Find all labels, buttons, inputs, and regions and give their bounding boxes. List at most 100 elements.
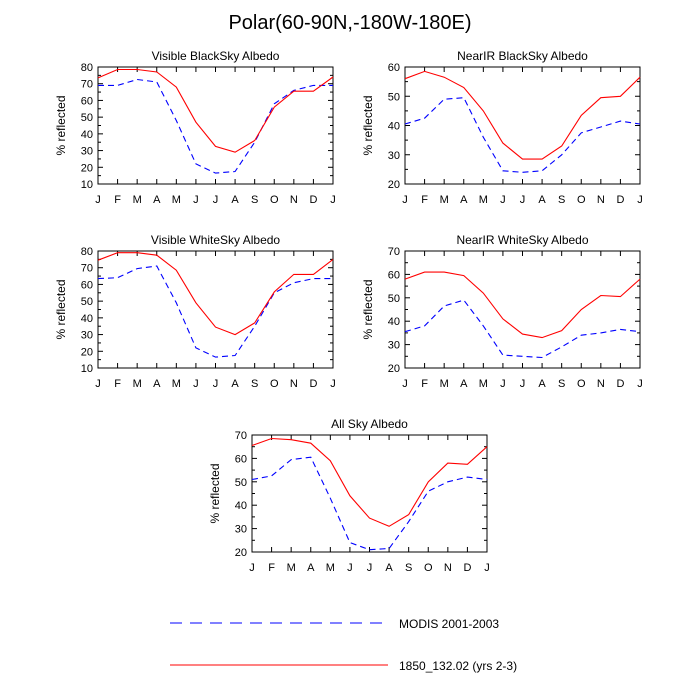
- x-tick-label: O: [424, 562, 433, 574]
- x-tick-label: D: [616, 378, 624, 390]
- x-tick-label: M: [287, 562, 296, 574]
- legend-label: 1850_132.02 (yrs 2-3): [399, 659, 517, 673]
- y-tick-label: 20: [235, 547, 247, 559]
- legend-label: MODIS 2001-2003: [399, 617, 499, 631]
- x-tick-label: J: [500, 378, 506, 390]
- series-line-model: [97, 252, 334, 336]
- x-tick-label: A: [460, 378, 468, 390]
- x-tick-label: F: [114, 194, 121, 206]
- panel-title: NearIR BlackSky Albedo: [457, 49, 588, 63]
- x-tick-label: J: [367, 562, 373, 574]
- y-tick-label: 40: [388, 316, 400, 328]
- x-tick-label: A: [231, 194, 239, 206]
- x-tick-label: N: [290, 378, 298, 390]
- y-tick-label: 60: [388, 269, 400, 281]
- x-tick-label: J: [637, 194, 643, 206]
- y-tick-label: 80: [81, 62, 93, 74]
- y-tick-label: 30: [388, 150, 400, 162]
- y-axis-label: % reflected: [361, 95, 375, 155]
- x-tick-label: J: [500, 194, 506, 206]
- x-tick-label: J: [193, 194, 199, 206]
- x-tick-label: J: [402, 194, 408, 206]
- x-tick-label: A: [231, 378, 239, 390]
- x-tick-label: M: [172, 378, 181, 390]
- x-tick-label: O: [577, 194, 586, 206]
- x-tick-label: F: [114, 378, 121, 390]
- y-tick-label: 50: [388, 293, 400, 305]
- y-axis-label: % reflected: [361, 279, 375, 339]
- x-tick-label: J: [193, 378, 199, 390]
- x-tick-label: S: [558, 378, 565, 390]
- panel-title: NearIR WhiteSky Albedo: [456, 233, 588, 247]
- y-tick-label: 40: [388, 121, 400, 133]
- x-tick-label: N: [444, 562, 452, 574]
- x-tick-label: M: [479, 378, 488, 390]
- plot-frame: [251, 434, 488, 553]
- x-tick-label: J: [213, 194, 219, 206]
- x-tick-label: M: [440, 378, 449, 390]
- y-tick-label: 10: [81, 179, 93, 191]
- y-tick-label: 20: [388, 179, 400, 191]
- x-tick-label: A: [385, 562, 393, 574]
- series-line-model: [251, 437, 488, 527]
- y-tick-label: 60: [81, 95, 93, 107]
- y-axis-label: % reflected: [208, 463, 222, 523]
- x-tick-label: J: [330, 194, 336, 206]
- y-tick-label: 30: [235, 524, 247, 536]
- y-tick-label: 70: [235, 430, 247, 442]
- y-axis-label: % reflected: [54, 95, 68, 155]
- x-tick-label: S: [251, 194, 258, 206]
- x-tick-label: A: [538, 194, 546, 206]
- series-line-modis: [404, 97, 641, 173]
- y-tick-label: 30: [81, 330, 93, 342]
- legend: MODIS 2001-2003 1850_132.02 (yrs 2-3): [170, 617, 517, 673]
- y-tick-label: 40: [81, 129, 93, 141]
- x-tick-label: O: [577, 378, 586, 390]
- x-tick-label: J: [249, 562, 255, 574]
- series-line-modis: [404, 299, 641, 359]
- x-tick-label: A: [153, 378, 161, 390]
- x-tick-label: M: [133, 194, 142, 206]
- plot-frame: [97, 250, 334, 369]
- y-tick-label: 60: [235, 453, 247, 465]
- y-tick-label: 70: [81, 263, 93, 275]
- y-tick-label: 50: [388, 91, 400, 103]
- y-tick-label: 50: [81, 112, 93, 124]
- x-tick-label: O: [270, 378, 279, 390]
- x-tick-label: J: [520, 378, 526, 390]
- y-tick-label: 80: [81, 246, 93, 258]
- y-tick-label: 20: [81, 162, 93, 174]
- y-tick-label: 10: [81, 363, 93, 375]
- panel-title: All Sky Albedo: [331, 417, 408, 431]
- x-tick-label: J: [484, 562, 490, 574]
- x-tick-label: M: [326, 562, 335, 574]
- series-line-modis: [98, 78, 333, 174]
- plot-frame: [404, 66, 641, 185]
- x-tick-label: S: [558, 194, 565, 206]
- series-line-model: [97, 68, 334, 153]
- series-line-modis: [97, 265, 333, 358]
- x-tick-label: M: [479, 194, 488, 206]
- y-tick-label: 40: [235, 500, 247, 512]
- y-tick-label: 60: [81, 279, 93, 291]
- panel-title: Visible WhiteSky Albedo: [151, 233, 281, 247]
- x-tick-label: A: [538, 378, 546, 390]
- x-tick-label: F: [421, 194, 428, 206]
- panel-title: Visible BlackSky Albedo: [152, 49, 280, 63]
- x-tick-label: J: [520, 194, 526, 206]
- x-tick-label: M: [172, 194, 181, 206]
- x-tick-label: F: [268, 562, 275, 574]
- y-axis-label: % reflected: [54, 279, 68, 339]
- y-tick-label: 20: [388, 363, 400, 375]
- x-tick-label: N: [290, 194, 298, 206]
- x-tick-label: A: [307, 562, 315, 574]
- y-tick-label: 50: [235, 477, 247, 489]
- x-tick-label: S: [405, 562, 412, 574]
- x-tick-label: J: [637, 378, 643, 390]
- x-tick-label: S: [251, 378, 258, 390]
